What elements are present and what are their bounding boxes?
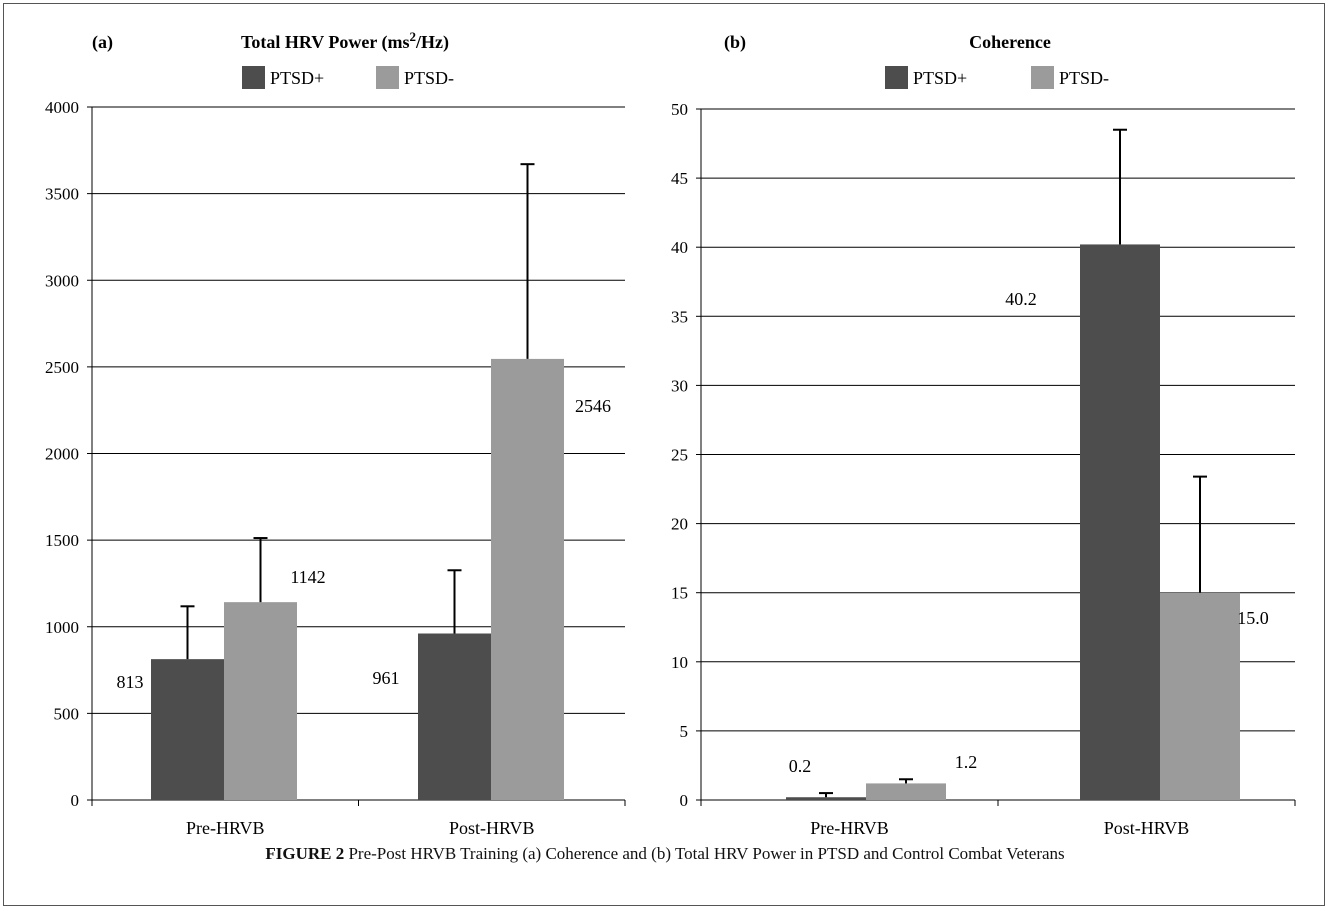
panel-b-y-tick-label: 10: [671, 653, 688, 672]
panel-b-legend-swatch: [1031, 66, 1054, 89]
panel-a-bar: [224, 602, 297, 800]
panel-a-y-tick-label: 1000: [45, 618, 79, 637]
panel-b-bar: [1160, 592, 1240, 800]
panel-a-title: Total HRV Power (ms2/Hz): [241, 29, 449, 53]
panel-a-data-label: 813: [117, 672, 144, 692]
panel-b-bar: [786, 797, 866, 800]
panel-a-bar: [418, 633, 491, 800]
panel-a-legend-swatch: [376, 66, 399, 89]
panel-b-legend-label: PTSD+: [913, 68, 967, 88]
panel-b-y-tick-label: 45: [671, 169, 688, 188]
panel-a-x-category-label: Pre-HRVB: [186, 818, 265, 838]
panel-b-label: (b): [724, 32, 746, 53]
panel-a-data-label: 961: [373, 668, 400, 688]
panel-b-y-tick-label: 35: [671, 307, 688, 326]
panel-b-x-category-label: Pre-HRVB: [810, 818, 889, 838]
panel-b-y-tick-label: 30: [671, 376, 688, 395]
panel-a-legend-label: PTSD-: [404, 68, 454, 88]
panel-a-bar: [151, 659, 224, 800]
panel-b-data-label: 0.2: [789, 756, 812, 776]
panel-b-legend-swatch: [885, 66, 908, 89]
panel-b-y-tick-label: 40: [671, 238, 688, 257]
panel-b-legend-label: PTSD-: [1059, 68, 1109, 88]
panel-a-data-label: 1142: [290, 567, 325, 587]
panel-a-bar: [491, 358, 564, 800]
panel-a-label: (a): [92, 32, 113, 53]
panel-b-y-tick-label: 5: [680, 722, 689, 741]
figure-charts: 05001000150020002500300035004000Pre-HRVB…: [45, 29, 1296, 838]
panel-b-bar: [1080, 244, 1160, 800]
panel-a-y-tick-label: 3500: [45, 185, 79, 204]
panel-b-y-tick-label: 0: [680, 791, 689, 810]
panel-a-y-tick-label: 0: [71, 791, 80, 810]
panel-a-data-label: 2546: [575, 396, 611, 416]
panel-b-data-label: 1.2: [955, 752, 978, 772]
caption-label: FIGURE 2: [265, 844, 345, 863]
panel-a-y-tick-label: 500: [54, 704, 80, 723]
panel-a-y-tick-label: 2000: [45, 445, 79, 464]
panel-a-legend-swatch: [242, 66, 265, 89]
panel-b-y-tick-label: 25: [671, 446, 688, 465]
panel-a-y-tick-label: 4000: [45, 98, 79, 117]
panel-b-y-tick-label: 20: [671, 515, 688, 534]
panel-b-title: Coherence: [969, 32, 1051, 52]
panel-a-legend-label: PTSD+: [270, 68, 324, 88]
panel-b-y-tick-label: 15: [671, 584, 688, 603]
panel-b-data-label: 15.0: [1237, 608, 1269, 628]
panel-b-x-category-label: Post-HRVB: [1104, 818, 1190, 838]
panel-b-bar: [866, 783, 946, 800]
panel-a-y-tick-label: 2500: [45, 358, 79, 377]
panel-a-y-tick-label: 3000: [45, 271, 79, 290]
panel-a-x-category-label: Post-HRVB: [449, 818, 535, 838]
figure-frame: [3, 3, 1325, 906]
panel-a-y-tick-label: 1500: [45, 531, 79, 550]
panel-b-data-label: 40.2: [1005, 289, 1037, 309]
caption-text: Pre-Post HRVB Training (a) Coherence and…: [348, 844, 1065, 863]
figure-caption: FIGURE 2 Pre-Post HRVB Training (a) Cohe…: [0, 844, 1330, 864]
panel-b-y-tick-label: 50: [671, 100, 688, 119]
